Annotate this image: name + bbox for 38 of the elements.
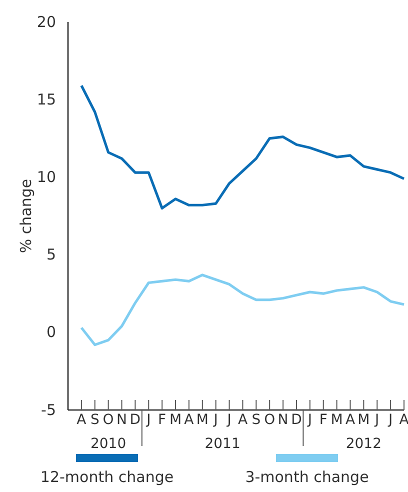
x-tick-label: N <box>278 412 288 428</box>
x-tick-label: F <box>319 412 328 428</box>
line-series <box>80 274 406 346</box>
line-series <box>80 84 406 210</box>
x-tick-label: F <box>158 412 166 428</box>
x-tick-label: O <box>102 412 114 428</box>
y-tick-label: 15 <box>36 90 56 108</box>
y-tick-label: 10 <box>36 168 56 186</box>
x-tick-label: M <box>330 412 343 428</box>
x-tick-label: D <box>130 412 141 428</box>
x-tick-label: N <box>116 412 127 428</box>
x-tick-label: J <box>306 412 312 428</box>
y-axis-title: % change <box>17 178 35 254</box>
x-tick-label: J <box>387 412 393 428</box>
y-tick-label: 5 <box>46 246 56 264</box>
legend-label: 12-month change <box>40 468 174 486</box>
text: 2010 <box>90 436 126 452</box>
x-tick-label: J <box>226 412 232 428</box>
x-tick-label: A <box>345 412 356 428</box>
x-tick-label: S <box>90 412 100 428</box>
y-tick-label: -5 <box>41 400 56 419</box>
x-tick-label: A <box>184 412 194 428</box>
x-tick-label: O <box>264 412 276 428</box>
x-tick-label: J <box>146 412 151 428</box>
x-tick-label: J <box>212 412 218 428</box>
x-tick-label: D <box>291 412 302 428</box>
text: 2012 <box>346 436 382 452</box>
y-tick-label: 20 <box>36 12 56 31</box>
x-tick-label: M <box>196 412 208 428</box>
y-tick-label: 0 <box>46 323 56 342</box>
x-tick-label: J <box>374 412 380 428</box>
x-tick-label: M <box>169 412 182 428</box>
text: 2011 <box>204 436 240 452</box>
x-tick-label: S <box>252 412 261 428</box>
x-tick-label: A <box>238 412 248 428</box>
legend-label: 3-month change <box>245 468 369 486</box>
x-tick-label: A <box>76 412 87 428</box>
x-tick-label: M <box>358 412 370 428</box>
